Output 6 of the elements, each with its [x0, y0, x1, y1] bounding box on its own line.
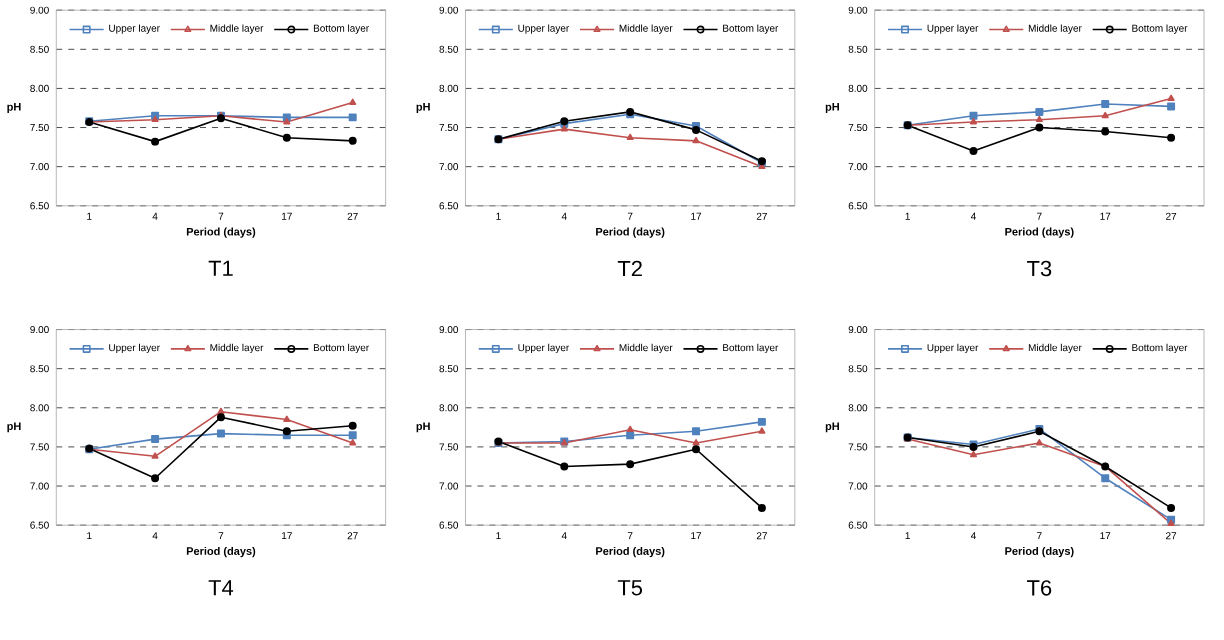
text: T6: [1027, 579, 1052, 596]
text: T4: [208, 579, 234, 595]
text: T2: [617, 260, 642, 276]
text: T1: [208, 260, 233, 276]
text: T3: [1027, 260, 1052, 276]
text: T5: [617, 579, 643, 595]
